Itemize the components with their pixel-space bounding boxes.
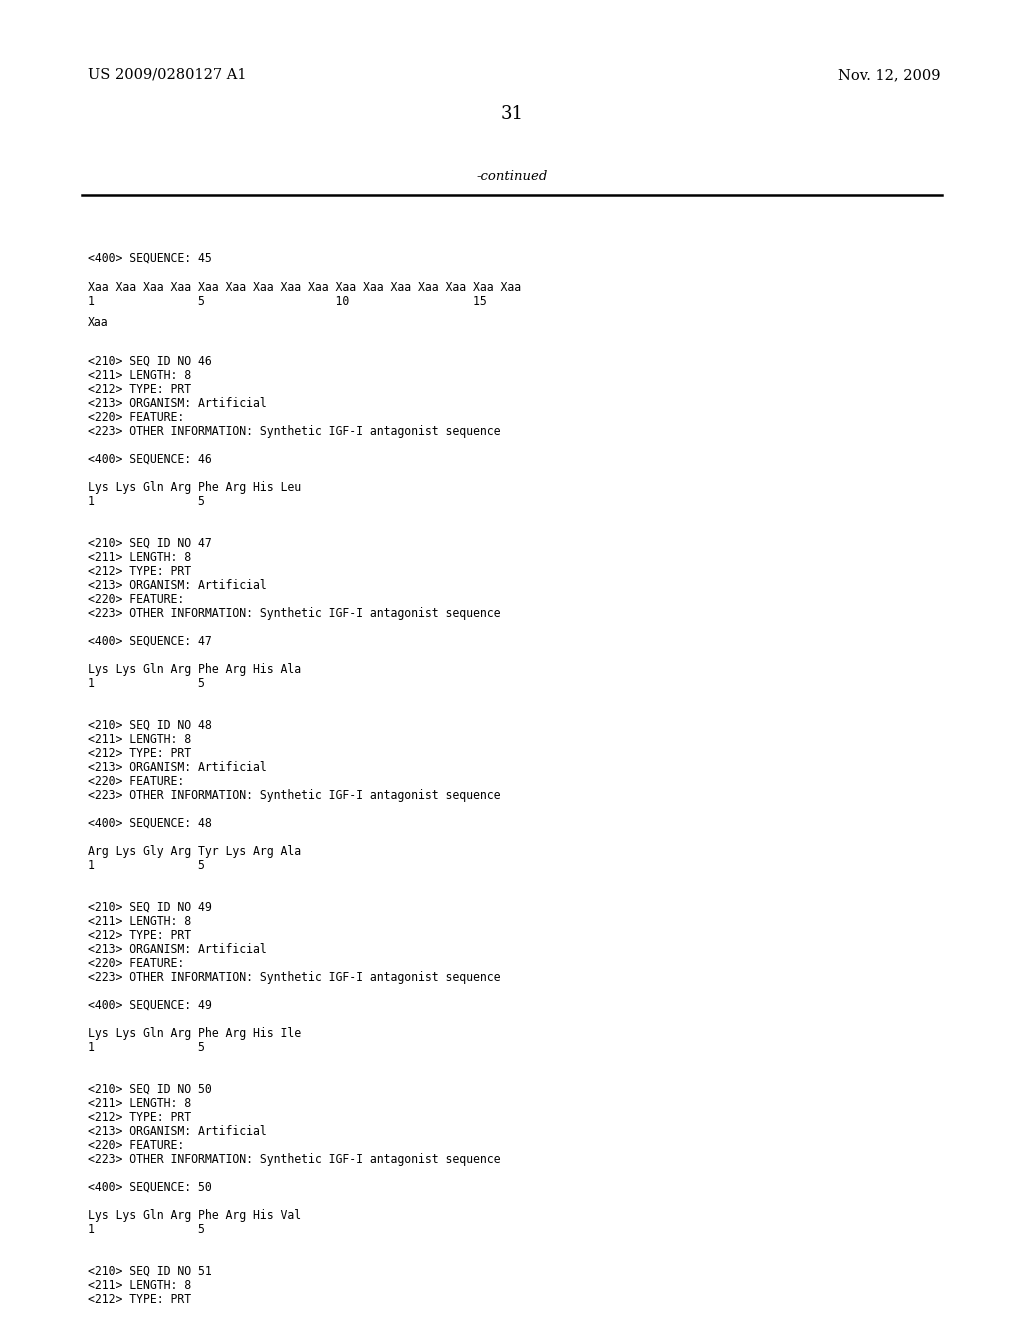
- Text: Lys Lys Gln Arg Phe Arg His Val: Lys Lys Gln Arg Phe Arg His Val: [88, 1209, 301, 1222]
- Text: <212> TYPE: PRT: <212> TYPE: PRT: [88, 929, 191, 942]
- Text: <220> FEATURE:: <220> FEATURE:: [88, 775, 184, 788]
- Text: <211> LENGTH: 8: <211> LENGTH: 8: [88, 1279, 191, 1292]
- Text: <211> LENGTH: 8: <211> LENGTH: 8: [88, 733, 191, 746]
- Text: <210> SEQ ID NO 48: <210> SEQ ID NO 48: [88, 719, 212, 733]
- Text: 1               5: 1 5: [88, 677, 205, 690]
- Text: <212> TYPE: PRT: <212> TYPE: PRT: [88, 747, 191, 760]
- Text: <400> SEQUENCE: 49: <400> SEQUENCE: 49: [88, 999, 212, 1012]
- Text: <210> SEQ ID NO 47: <210> SEQ ID NO 47: [88, 537, 212, 550]
- Text: Xaa: Xaa: [88, 315, 109, 329]
- Text: <213> ORGANISM: Artificial: <213> ORGANISM: Artificial: [88, 942, 266, 956]
- Text: <213> ORGANISM: Artificial: <213> ORGANISM: Artificial: [88, 1125, 266, 1138]
- Text: Lys Lys Gln Arg Phe Arg His Ile: Lys Lys Gln Arg Phe Arg His Ile: [88, 1027, 301, 1040]
- Text: Xaa Xaa Xaa Xaa Xaa Xaa Xaa Xaa Xaa Xaa Xaa Xaa Xaa Xaa Xaa Xaa: Xaa Xaa Xaa Xaa Xaa Xaa Xaa Xaa Xaa Xaa …: [88, 281, 521, 294]
- Text: <210> SEQ ID NO 46: <210> SEQ ID NO 46: [88, 355, 212, 368]
- Text: 1               5: 1 5: [88, 495, 205, 508]
- Text: Lys Lys Gln Arg Phe Arg His Leu: Lys Lys Gln Arg Phe Arg His Leu: [88, 480, 301, 494]
- Text: <213> ORGANISM: Artificial: <213> ORGANISM: Artificial: [88, 579, 266, 591]
- Text: <211> LENGTH: 8: <211> LENGTH: 8: [88, 1097, 191, 1110]
- Text: <223> OTHER INFORMATION: Synthetic IGF-I antagonist sequence: <223> OTHER INFORMATION: Synthetic IGF-I…: [88, 425, 501, 438]
- Text: <400> SEQUENCE: 45: <400> SEQUENCE: 45: [88, 252, 212, 265]
- Text: <212> TYPE: PRT: <212> TYPE: PRT: [88, 1111, 191, 1125]
- Text: <213> ORGANISM: Artificial: <213> ORGANISM: Artificial: [88, 762, 266, 774]
- Text: Nov. 12, 2009: Nov. 12, 2009: [838, 69, 940, 82]
- Text: -continued: -continued: [476, 170, 548, 183]
- Text: <210> SEQ ID NO 51: <210> SEQ ID NO 51: [88, 1265, 212, 1278]
- Text: <223> OTHER INFORMATION: Synthetic IGF-I antagonist sequence: <223> OTHER INFORMATION: Synthetic IGF-I…: [88, 1152, 501, 1166]
- Text: <212> TYPE: PRT: <212> TYPE: PRT: [88, 1294, 191, 1305]
- Text: <220> FEATURE:: <220> FEATURE:: [88, 593, 184, 606]
- Text: 1               5: 1 5: [88, 859, 205, 873]
- Text: <223> OTHER INFORMATION: Synthetic IGF-I antagonist sequence: <223> OTHER INFORMATION: Synthetic IGF-I…: [88, 789, 501, 803]
- Text: <400> SEQUENCE: 46: <400> SEQUENCE: 46: [88, 453, 212, 466]
- Text: Lys Lys Gln Arg Phe Arg His Ala: Lys Lys Gln Arg Phe Arg His Ala: [88, 663, 301, 676]
- Text: <211> LENGTH: 8: <211> LENGTH: 8: [88, 550, 191, 564]
- Text: 31: 31: [501, 106, 523, 123]
- Text: <223> OTHER INFORMATION: Synthetic IGF-I antagonist sequence: <223> OTHER INFORMATION: Synthetic IGF-I…: [88, 607, 501, 620]
- Text: <223> OTHER INFORMATION: Synthetic IGF-I antagonist sequence: <223> OTHER INFORMATION: Synthetic IGF-I…: [88, 972, 501, 983]
- Text: <220> FEATURE:: <220> FEATURE:: [88, 957, 184, 970]
- Text: <212> TYPE: PRT: <212> TYPE: PRT: [88, 565, 191, 578]
- Text: <213> ORGANISM: Artificial: <213> ORGANISM: Artificial: [88, 397, 266, 411]
- Text: 1               5: 1 5: [88, 1224, 205, 1236]
- Text: <211> LENGTH: 8: <211> LENGTH: 8: [88, 915, 191, 928]
- Text: <400> SEQUENCE: 48: <400> SEQUENCE: 48: [88, 817, 212, 830]
- Text: <220> FEATURE:: <220> FEATURE:: [88, 411, 184, 424]
- Text: Arg Lys Gly Arg Tyr Lys Arg Ala: Arg Lys Gly Arg Tyr Lys Arg Ala: [88, 845, 301, 858]
- Text: <210> SEQ ID NO 49: <210> SEQ ID NO 49: [88, 902, 212, 913]
- Text: <212> TYPE: PRT: <212> TYPE: PRT: [88, 383, 191, 396]
- Text: US 2009/0280127 A1: US 2009/0280127 A1: [88, 69, 247, 82]
- Text: <220> FEATURE:: <220> FEATURE:: [88, 1139, 184, 1152]
- Text: 1               5: 1 5: [88, 1041, 205, 1053]
- Text: <211> LENGTH: 8: <211> LENGTH: 8: [88, 370, 191, 381]
- Text: <210> SEQ ID NO 50: <210> SEQ ID NO 50: [88, 1082, 212, 1096]
- Text: <400> SEQUENCE: 50: <400> SEQUENCE: 50: [88, 1181, 212, 1195]
- Text: <400> SEQUENCE: 47: <400> SEQUENCE: 47: [88, 635, 212, 648]
- Text: 1               5                   10                  15: 1 5 10 15: [88, 294, 486, 308]
